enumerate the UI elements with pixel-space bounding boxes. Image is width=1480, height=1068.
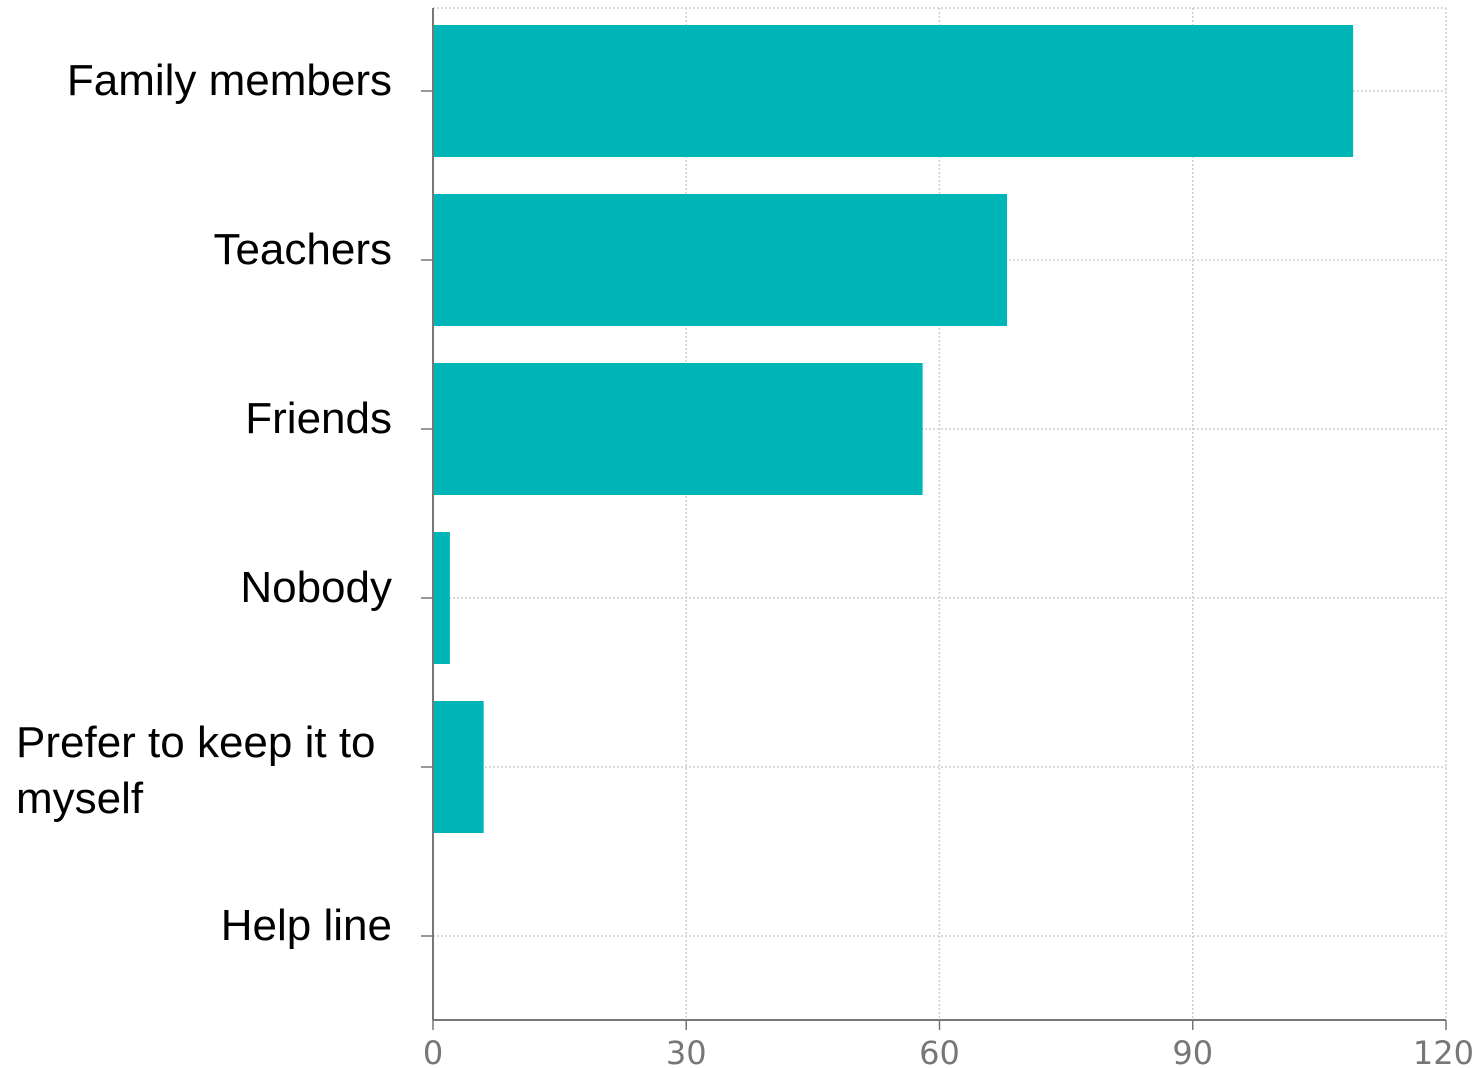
x-tick-label: 120 <box>1413 1034 1474 1068</box>
bar <box>433 194 1008 326</box>
x-tick-label: 0 <box>423 1034 443 1068</box>
category-label: Friends <box>245 394 392 443</box>
axes <box>421 8 1447 1030</box>
category-label: Family members <box>67 56 392 105</box>
bars <box>433 25 1354 833</box>
grid-lines <box>433 7 1447 1020</box>
x-tick-label: 30 <box>666 1034 707 1068</box>
bar <box>433 363 923 495</box>
category-labels: Family members Teachers Friends Nobody Prefe… <box>16 56 392 950</box>
x-tick-label: 90 <box>1172 1034 1213 1068</box>
category-label: Teachers <box>213 225 392 274</box>
x-tick-label: 60 <box>919 1034 960 1068</box>
category-label: Prefer to keep it to myself <box>16 718 376 823</box>
category-label: Help line <box>221 901 392 950</box>
x-tick-labels: 0 30 60 90 120 <box>423 1034 1474 1068</box>
bar <box>433 532 450 664</box>
bar <box>433 25 1354 157</box>
bar <box>433 701 484 833</box>
category-label: Nobody <box>240 563 392 612</box>
